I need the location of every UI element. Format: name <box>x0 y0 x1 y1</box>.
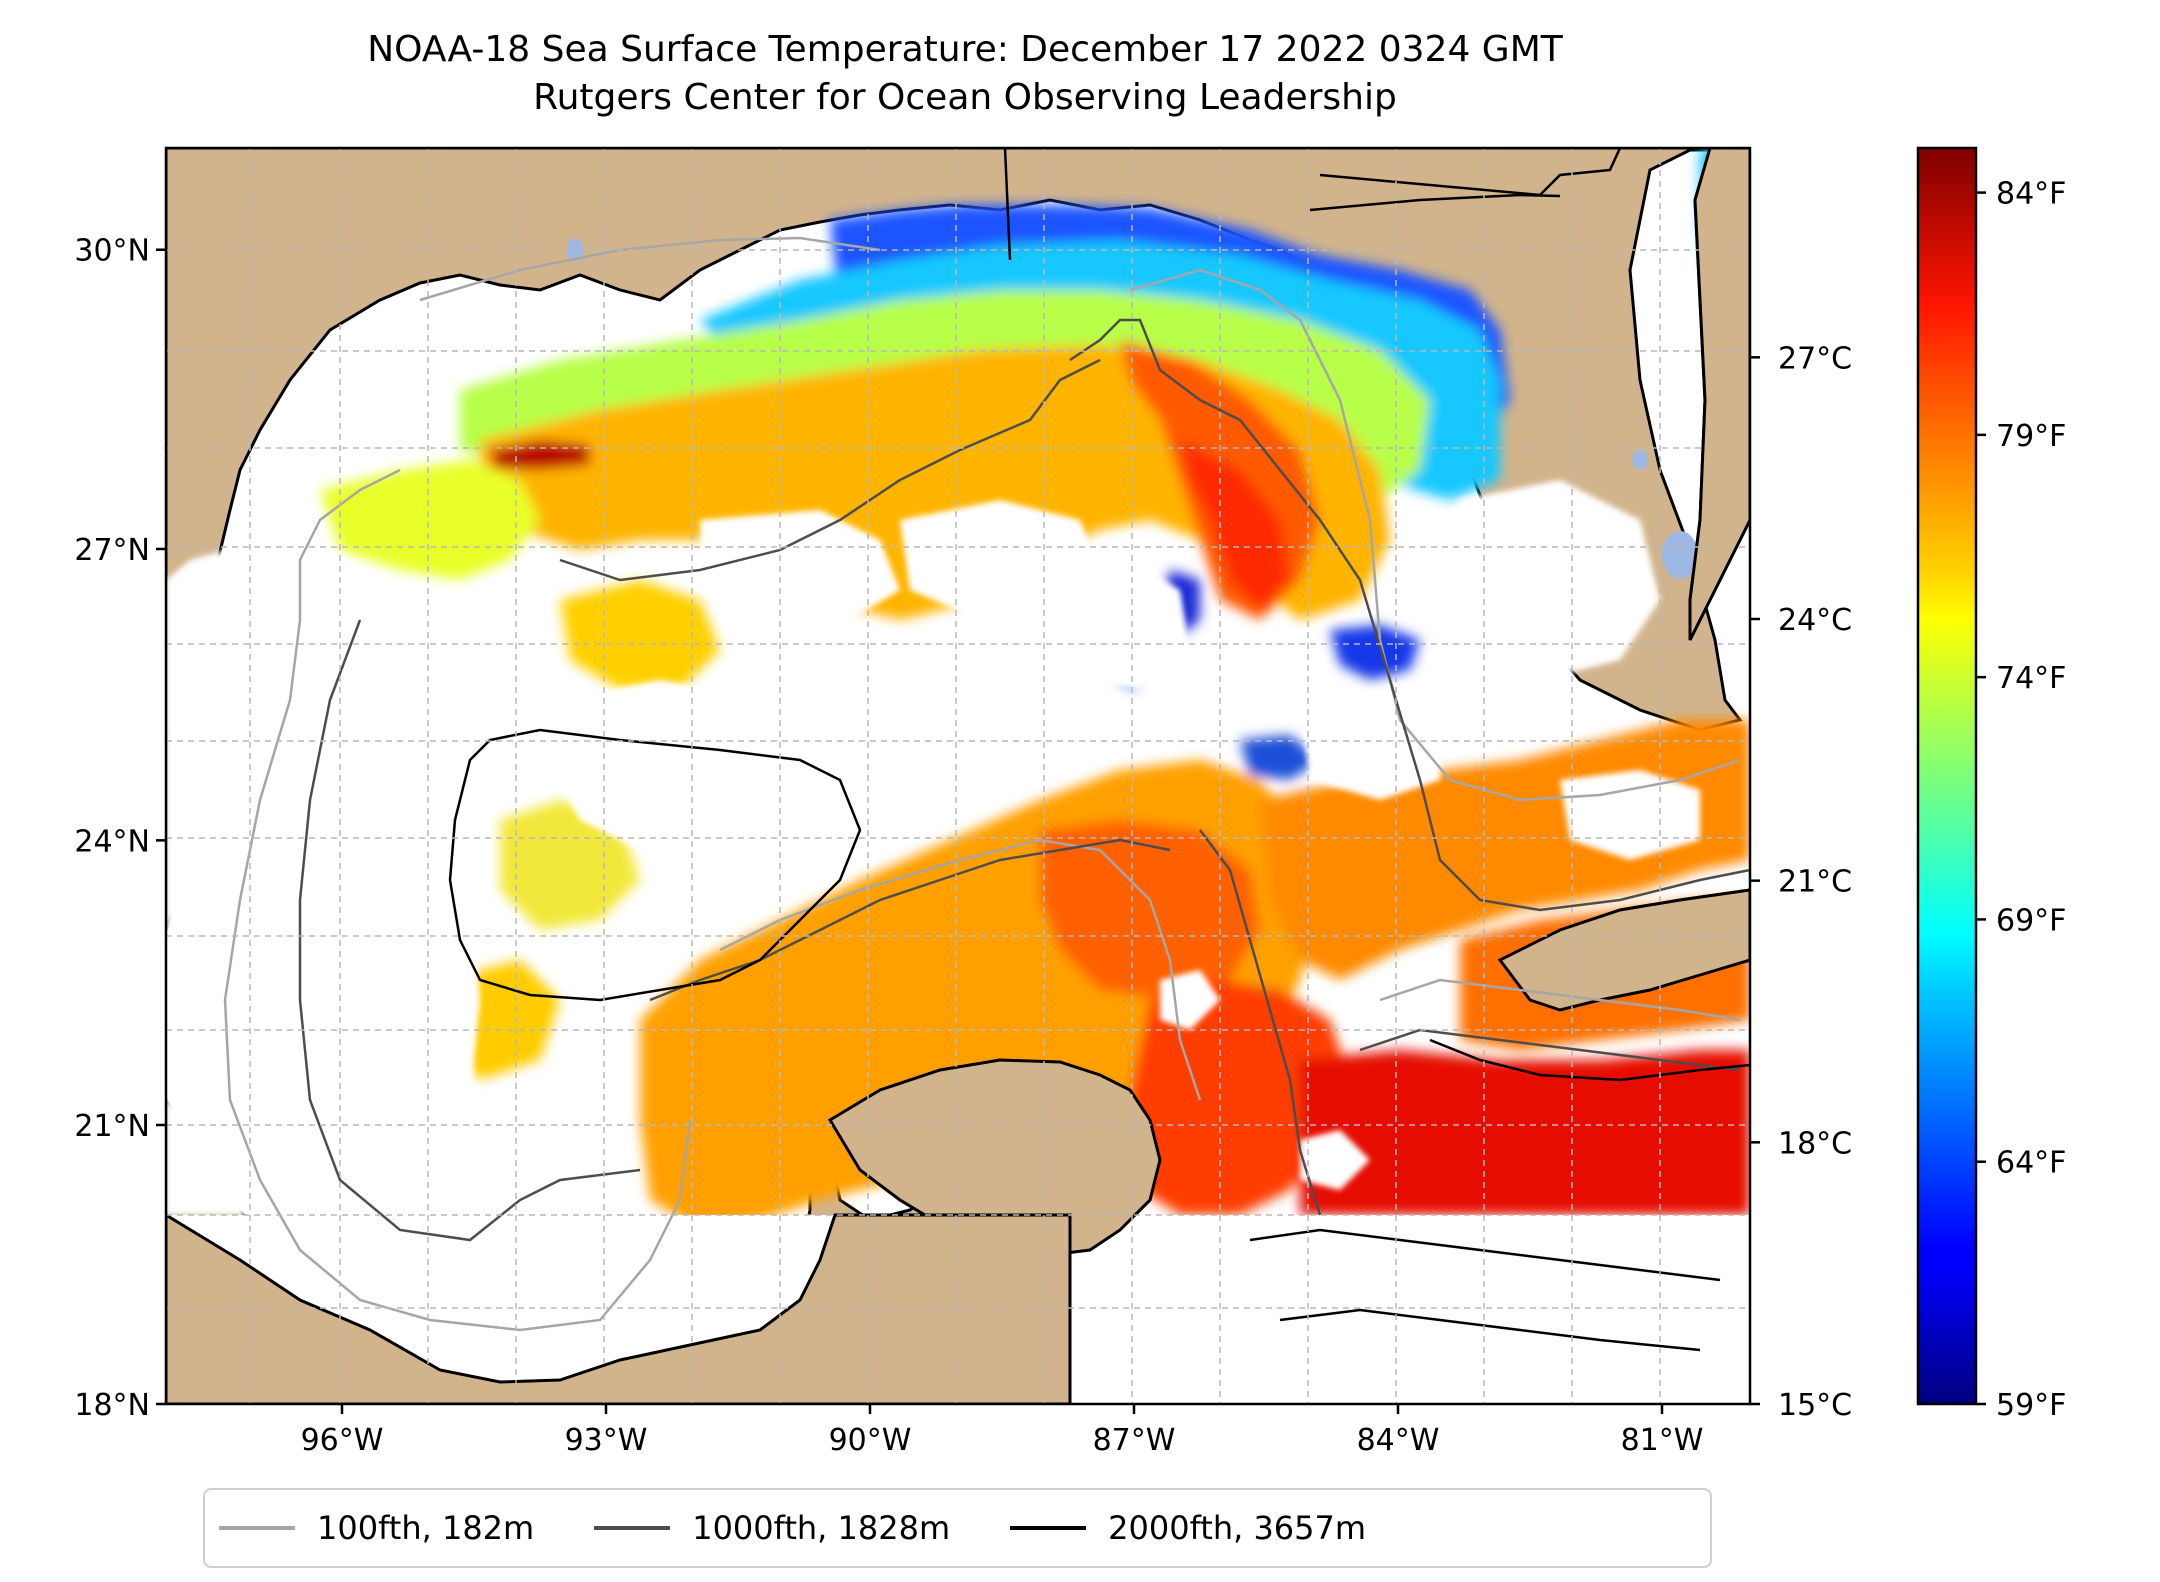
longitude-axis: 96°W 93°W 90°W 87°W 84°W 81°W <box>301 1404 1704 1458</box>
lat-tick-label: 27°N <box>74 533 150 568</box>
fahrenheit-tick-label: 84°F <box>1996 177 2066 212</box>
legend-swatch-1000fth <box>594 1526 671 1530</box>
legend-item-100fth: 100fth, 182m <box>219 1509 534 1547</box>
fahrenheit-tick-label: 64°F <box>1996 1146 2066 1181</box>
lat-tick-label: 21°N <box>74 1109 150 1144</box>
contour-legend: 100fth, 182m 1000fth, 1828m 2000fth, 365… <box>203 1488 1712 1568</box>
colorbar-gradient <box>1916 146 1978 1406</box>
legend-label-2000fth: 2000fth, 3657m <box>1108 1509 1367 1547</box>
legend-swatch-2000fth <box>1010 1526 1087 1530</box>
lon-tick-label: 87°W <box>1093 1423 1176 1458</box>
legend-label-1000fth: 1000fth, 1828m <box>692 1509 951 1547</box>
legend-item-1000fth: 1000fth, 1828m <box>594 1509 950 1547</box>
celsius-tick-label: 24°C <box>1778 603 1852 638</box>
legend-label-100fth: 100fth, 182m <box>317 1509 535 1547</box>
contour-1000fth <box>298 318 1750 1242</box>
fahrenheit-tick-label: 74°F <box>1996 661 2066 696</box>
fahrenheit-tick-label: 79°F <box>1996 419 2066 454</box>
colorbar: 84°F 79°F 74°F 69°F 64°F 59°F 27°C 24°C 21°C 18°… <box>1750 146 2066 1423</box>
land-north-coast <box>166 148 1750 931</box>
graticule <box>166 148 1750 1404</box>
fahrenheit-tick-label: 59°F <box>1996 1388 2066 1423</box>
legend-item-2000fth: 2000fth, 3657m <box>1010 1509 1366 1547</box>
map-title: NOAA-18 Sea Surface Temperature: Decembe… <box>367 29 1563 70</box>
state-boundaries <box>1003 148 1622 261</box>
map-subtitle: Rutgers Center for Ocean Observing Leade… <box>533 77 1397 118</box>
bathymetry-contours <box>223 193 1750 1352</box>
celsius-tick-label: 15°C <box>1778 1388 1852 1423</box>
colorbar-fahrenheit-axis: 84°F 79°F 74°F 69°F 64°F 59°F <box>1976 177 2066 1423</box>
map-frame <box>164 146 1752 1406</box>
celsius-tick-label: 21°C <box>1778 865 1852 900</box>
latitude-axis: 30°N 27°N 24°N 21°N 18°N <box>74 234 166 1423</box>
lon-tick-label: 84°W <box>1357 1423 1440 1458</box>
celsius-tick-label: 18°C <box>1778 1126 1852 1161</box>
lon-tick-label: 81°W <box>1621 1423 1704 1458</box>
colorbar-celsius-axis: 27°C 24°C 21°C 18°C 15°C <box>1750 341 1852 1423</box>
legend-swatch-100fth <box>219 1526 295 1530</box>
lat-tick-label: 30°N <box>74 234 150 269</box>
lon-tick-label: 90°W <box>829 1423 912 1458</box>
lat-tick-label: 18°N <box>74 1388 150 1423</box>
lon-tick-label: 93°W <box>565 1423 648 1458</box>
celsius-tick-label: 27°C <box>1778 341 1852 376</box>
fahrenheit-tick-label: 69°F <box>1996 903 2066 938</box>
lat-tick-label: 24°N <box>74 824 150 859</box>
contour-100fth <box>223 236 1741 1332</box>
lon-tick-label: 96°W <box>301 1423 384 1458</box>
map-panel: 30°N 27°N 24°N 21°N 18°N 96°W 93°W 90°W 87°W 84°… <box>74 146 1752 1458</box>
